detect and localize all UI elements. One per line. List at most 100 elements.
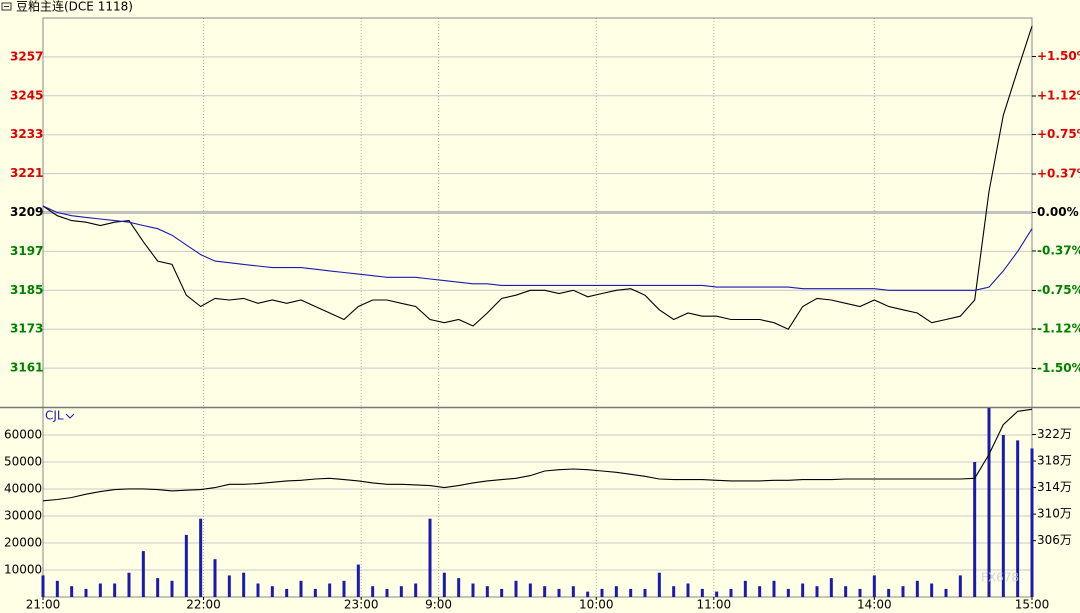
y-tick-label: 3161	[10, 361, 43, 375]
bar	[543, 586, 547, 597]
bar	[342, 580, 346, 597]
bar	[672, 586, 676, 597]
bar	[242, 572, 246, 597]
y2-tick-label: +0.37%	[1037, 167, 1080, 181]
bar	[829, 578, 833, 597]
bar	[41, 575, 45, 597]
bar	[1030, 448, 1034, 597]
x-tick-label: 15:00	[1015, 598, 1050, 612]
bar	[528, 583, 532, 597]
y2-tick-label: 314万	[1037, 480, 1072, 494]
bar	[1001, 435, 1005, 597]
y2-tick-label: -0.75%	[1037, 283, 1080, 297]
bar	[629, 588, 633, 597]
bar	[385, 588, 389, 597]
bar	[887, 588, 891, 597]
bar	[729, 588, 733, 597]
bar	[156, 578, 160, 597]
bar	[786, 588, 790, 597]
bar	[299, 580, 303, 597]
series-line	[42, 25, 1033, 330]
bar	[442, 572, 446, 597]
bar	[772, 580, 776, 597]
bar	[743, 580, 747, 597]
y2-tick-label: -1.50%	[1037, 361, 1080, 375]
bar	[313, 588, 317, 597]
y-tick-label: 3173	[10, 322, 43, 336]
series-line	[42, 408, 1033, 502]
bar	[471, 583, 475, 597]
title-icon	[1, 2, 12, 11]
bar	[571, 586, 575, 597]
watermark: FX678	[981, 571, 1019, 585]
indicator-label[interactable]: CJL	[45, 409, 64, 423]
bar	[414, 583, 418, 597]
y2-tick-label: 318万	[1037, 454, 1072, 468]
bar	[170, 580, 174, 597]
x-tick-label: 9:00	[425, 598, 452, 612]
y-tick-label: 20000	[4, 536, 42, 550]
bar	[98, 583, 102, 597]
bar	[485, 586, 489, 597]
bar	[686, 583, 690, 597]
bar	[457, 578, 461, 597]
x-tick-label: 22:00	[186, 598, 221, 612]
bar	[184, 534, 188, 597]
bar	[801, 583, 805, 597]
bar	[428, 518, 432, 597]
x-tick-label: 11:00	[697, 598, 732, 612]
y-tick-label: 3185	[10, 283, 43, 297]
y-tick-label: 3245	[10, 88, 43, 102]
bar	[285, 588, 289, 597]
bar	[987, 408, 991, 597]
bar	[901, 586, 905, 597]
bar	[944, 588, 948, 597]
y-tick-label: 3233	[10, 127, 43, 141]
bar	[958, 575, 962, 597]
y2-tick-label: +1.50%	[1037, 49, 1080, 63]
y-tick-label: 10000	[4, 563, 42, 577]
y-tick-label: 60000	[4, 428, 42, 442]
bar	[500, 588, 504, 597]
bar	[557, 588, 561, 597]
y2-tick-label: 322万	[1037, 427, 1072, 441]
y2-tick-label: -0.37%	[1037, 243, 1080, 257]
bar	[399, 586, 403, 597]
x-tick-label: 23:00	[344, 598, 379, 612]
bar	[973, 462, 977, 597]
y-tick-label: 50000	[4, 455, 42, 469]
bar	[844, 586, 848, 597]
y2-tick-label: 306万	[1037, 533, 1072, 547]
bar	[55, 580, 59, 597]
y2-tick-label: +1.12%	[1037, 89, 1080, 103]
y-tick-label: 30000	[4, 509, 42, 523]
y-tick-label: 3221	[10, 166, 43, 180]
bar	[328, 583, 332, 597]
bar	[70, 586, 74, 597]
bar	[715, 591, 719, 597]
bar	[915, 580, 919, 597]
x-tick-label: 10:00	[579, 598, 614, 612]
y2-tick-label: 0.00%	[1037, 205, 1079, 219]
y2-tick-label: +0.75%	[1037, 127, 1080, 141]
series-line	[42, 205, 1033, 291]
y-tick-label: 3257	[10, 49, 43, 63]
y-tick-label: 40000	[4, 482, 42, 496]
x-tick-label: 14:00	[857, 598, 892, 612]
bar	[213, 559, 217, 597]
bar	[256, 583, 260, 597]
bar	[371, 586, 375, 597]
bar	[643, 588, 647, 597]
bar	[127, 572, 131, 597]
bar	[657, 572, 661, 597]
bar	[586, 591, 590, 597]
bar	[700, 588, 704, 597]
bar	[614, 586, 618, 597]
bar	[1016, 440, 1020, 597]
bar	[84, 588, 88, 597]
bar	[514, 580, 518, 597]
bar	[199, 518, 203, 597]
y2-tick-label: 310万	[1037, 507, 1072, 521]
indicator-dropdown[interactable]	[65, 413, 75, 419]
